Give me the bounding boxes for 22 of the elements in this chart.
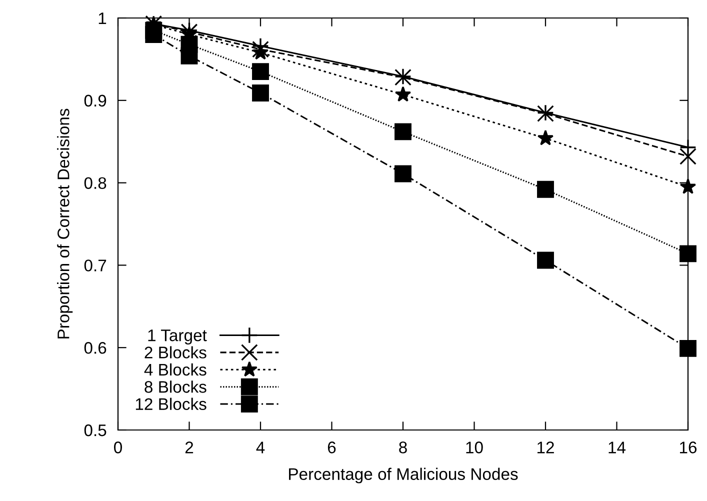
x-tick-label: 14 xyxy=(608,442,626,454)
x-tick-label: 16 xyxy=(680,442,697,454)
y-tick-label: 0.9 xyxy=(84,94,106,107)
x-tick-label: 10 xyxy=(466,442,483,454)
legend-label: 1 Target xyxy=(148,330,207,345)
x-axis-title: Percentage of Malicious Nodes xyxy=(289,468,518,484)
x-tick-label: 2 xyxy=(185,442,194,454)
x-tick-label: 0 xyxy=(114,442,122,454)
x-tick-label: 8 xyxy=(399,442,407,454)
legend-label: 8 Blocks xyxy=(144,380,206,393)
legend-label: 2 Blocks xyxy=(144,346,206,358)
y-tick-label: 0.6 xyxy=(84,342,106,354)
y-tick-label: 0.8 xyxy=(84,177,106,190)
x-tick-label: 12 xyxy=(538,442,554,454)
y-tick-label: 0.7 xyxy=(84,260,106,272)
y-tick-label: 1 xyxy=(98,12,106,24)
y-tick-label: 0.5 xyxy=(84,424,106,436)
legend-label: 4 Blocks xyxy=(144,363,206,376)
x-tick-label: 6 xyxy=(328,442,336,454)
x-tick-label: 4 xyxy=(256,442,265,454)
y-axis-title: Proportion of Correct Decisions xyxy=(57,108,73,338)
legend-label: 12 Blocks xyxy=(136,398,206,410)
